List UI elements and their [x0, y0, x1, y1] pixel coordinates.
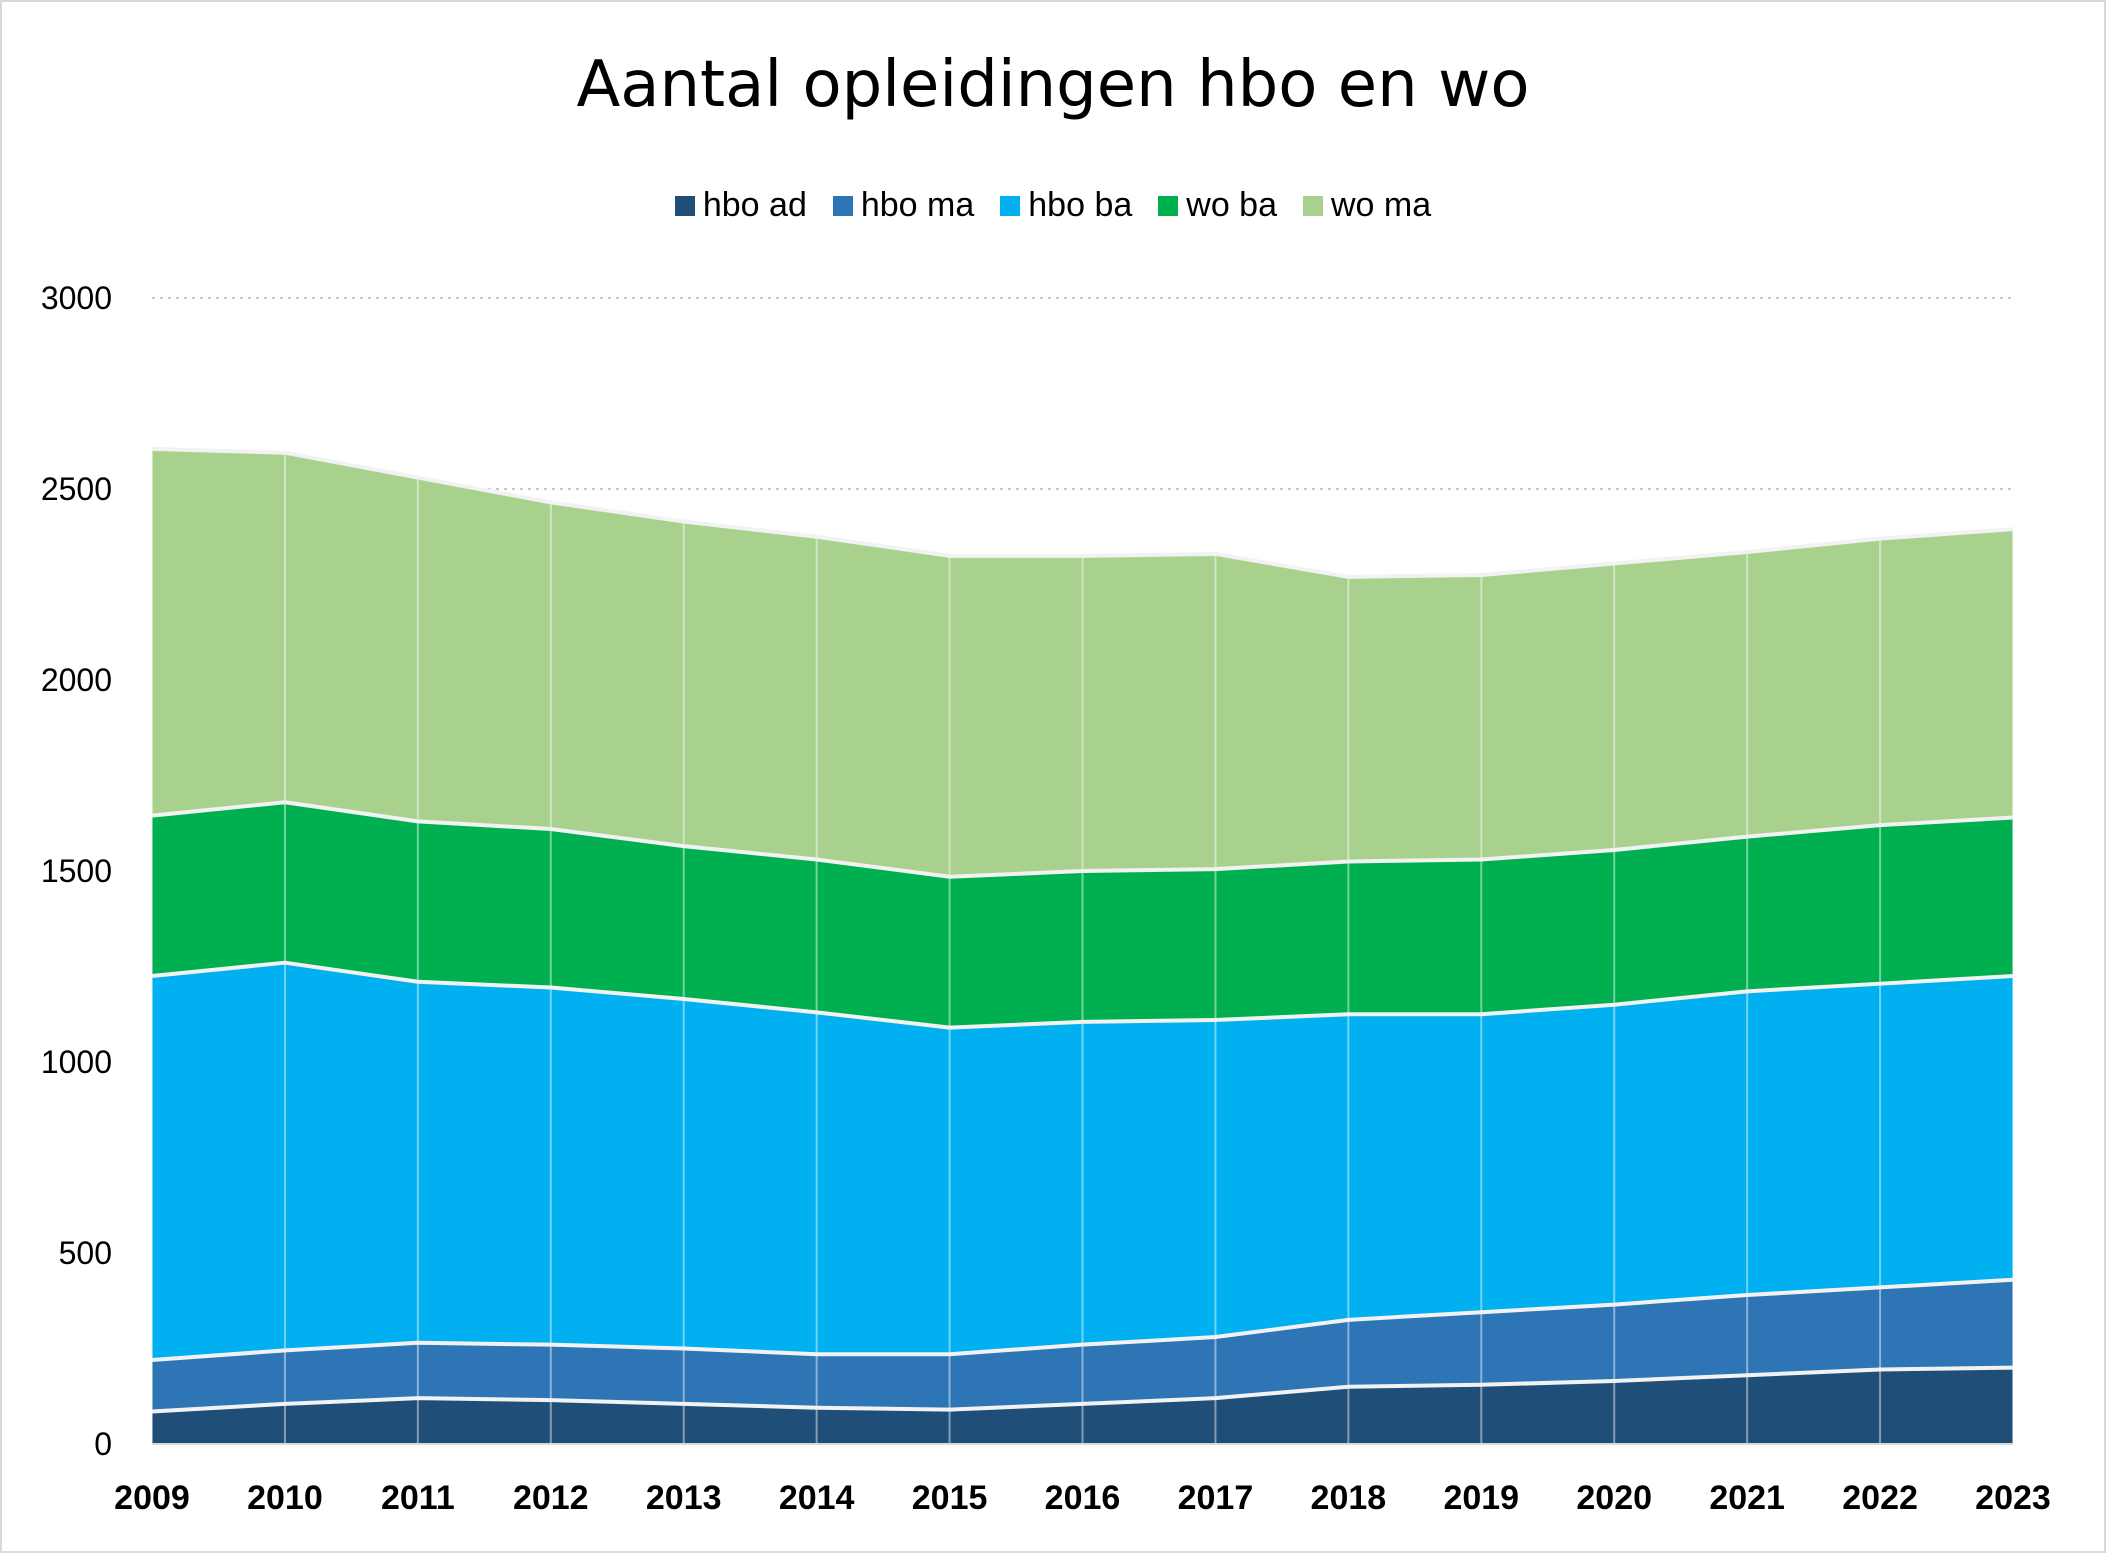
- y-tick-label: 1000: [41, 1044, 112, 1080]
- series-edge: [151, 1365, 2014, 1414]
- chart-legend: hbo ad hbo ma hbo ba wo ba wo ma: [0, 186, 2106, 225]
- legend-swatch: [1000, 195, 1021, 216]
- legend-swatch: [1158, 195, 1179, 216]
- y-tick-label: 0: [94, 1426, 112, 1462]
- y-tick-label: 2000: [41, 662, 112, 698]
- legend-label: hbo ba: [1028, 186, 1133, 224]
- legend-label: wo ma: [1331, 186, 1432, 224]
- legend-item: hbo ma: [832, 186, 975, 225]
- series-edge: [151, 960, 2014, 1030]
- x-tick-label: 2016: [1045, 1479, 1121, 1517]
- x-tick-label: 2013: [646, 1479, 722, 1517]
- legend-swatch: [1303, 195, 1323, 216]
- x-tick-label: 2020: [1576, 1479, 1652, 1517]
- x-tick-label: 2015: [912, 1479, 988, 1517]
- x-tick-label: 2023: [1975, 1479, 2051, 1517]
- area-hbo-ba: [152, 962, 2013, 1360]
- legend-label: hbo ma: [860, 186, 975, 224]
- x-tick-label: 2011: [381, 1479, 455, 1517]
- y-tick-label: 2500: [41, 471, 112, 507]
- x-tick-label: 2012: [513, 1479, 589, 1517]
- series-edge: [151, 1277, 2014, 1362]
- y-tick-label: 3000: [41, 280, 112, 316]
- x-tick-label: 2018: [1311, 1479, 1387, 1517]
- legend-swatch: [832, 195, 853, 216]
- x-tick-label: 2019: [1443, 1479, 1519, 1517]
- series-edge: [151, 800, 2014, 879]
- legend-label: hbo ad: [702, 186, 807, 224]
- legend-swatch: [674, 195, 695, 216]
- x-tick-label: 2021: [1709, 1479, 1785, 1517]
- legend-label: wo ba: [1186, 186, 1277, 224]
- legend-item: wo ma: [1303, 186, 1431, 225]
- y-tick-label: 500: [59, 1235, 112, 1271]
- x-tick-label: 2017: [1178, 1479, 1254, 1517]
- x-tick-label: 2014: [779, 1479, 855, 1517]
- chart-title: Aantal opleidingen hbo en wo: [576, 48, 1530, 122]
- x-tick-label: 2022: [1842, 1479, 1918, 1517]
- y-tick-label: 1500: [41, 853, 112, 889]
- area-wo-ba: [152, 802, 2013, 1028]
- area-wo-ma: [152, 448, 2013, 877]
- x-tick-label: 2010: [247, 1479, 323, 1517]
- legend-item: hbo ba: [1000, 186, 1132, 225]
- series-edge: [151, 446, 2014, 579]
- x-tick-label: 2009: [114, 1479, 190, 1517]
- legend-item: wo ba: [1158, 186, 1277, 225]
- legend-item: hbo ad: [674, 186, 807, 225]
